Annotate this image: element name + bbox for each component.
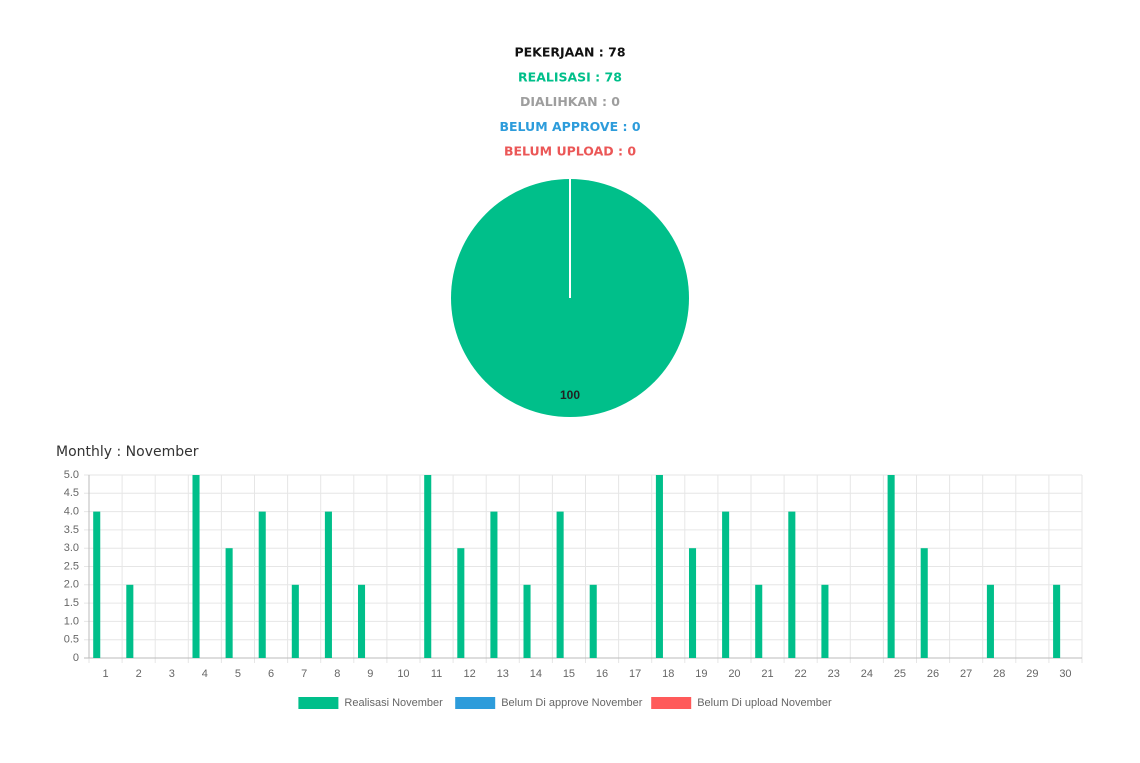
- bar: [821, 584, 829, 658]
- x-tick-label: 29: [1026, 668, 1038, 680]
- x-tick-label: 7: [301, 668, 307, 680]
- y-tick-label: 0: [73, 652, 79, 664]
- x-tick-label: 24: [861, 668, 873, 680]
- x-tick-label: 19: [695, 668, 707, 680]
- legend-swatch: [298, 697, 339, 709]
- bar: [986, 584, 994, 658]
- x-tick-label: 23: [828, 668, 840, 680]
- x-tick-label: 6: [268, 668, 274, 680]
- x-tick-label: 8: [334, 668, 340, 680]
- summary-line: BELUM APPROVE : 0: [499, 119, 640, 134]
- x-tick-label: 14: [530, 668, 542, 680]
- x-tick-label: 4: [202, 668, 208, 680]
- x-tick-label: 2: [136, 668, 142, 680]
- x-tick-label: 10: [397, 668, 409, 680]
- y-tick-label: 4.0: [64, 506, 79, 518]
- bar: [357, 584, 366, 658]
- legend-label: Belum Di approve November: [501, 697, 643, 709]
- x-tick-label: 18: [662, 668, 674, 680]
- summary-line: BELUM UPLOAD : 0: [504, 144, 636, 159]
- bar: [126, 584, 134, 658]
- bar: [490, 511, 498, 658]
- bar: [589, 584, 597, 658]
- bar: [192, 475, 200, 658]
- x-tick-label: 1: [102, 668, 108, 680]
- y-tick-label: 0.5: [64, 634, 79, 646]
- bar: [887, 475, 895, 658]
- x-tick-label: 28: [993, 668, 1005, 680]
- bar: [788, 511, 796, 658]
- y-tick-label: 2.0: [64, 579, 79, 591]
- summary-line: REALISASI : 78: [518, 69, 622, 84]
- x-tick-label: 22: [795, 668, 807, 680]
- bar: [722, 511, 730, 658]
- y-tick-label: 1.5: [64, 597, 79, 609]
- bar: [258, 511, 266, 658]
- y-tick-label: 1.0: [64, 615, 79, 627]
- x-tick-label: 20: [728, 668, 740, 680]
- pie-label: 100: [560, 388, 580, 402]
- x-tick-label: 25: [894, 668, 906, 680]
- x-tick-label: 15: [563, 668, 575, 680]
- legend-label: Belum Di upload November: [697, 697, 832, 709]
- bar: [755, 584, 763, 658]
- x-tick-label: 11: [431, 668, 442, 680]
- y-tick-label: 3.5: [64, 524, 79, 536]
- bar: [556, 511, 564, 658]
- y-tick-label: 5.0: [64, 469, 79, 481]
- legend-swatch: [651, 697, 692, 709]
- x-tick-label: 16: [596, 668, 608, 680]
- bar: [1053, 584, 1061, 658]
- x-tick-label: 17: [629, 668, 641, 680]
- y-tick-label: 4.5: [64, 487, 79, 499]
- x-tick-label: 27: [960, 668, 972, 680]
- y-tick-label: 3.0: [64, 542, 79, 554]
- summary-line: PEKERJAAN : 78: [514, 45, 625, 60]
- x-tick-label: 13: [497, 668, 509, 680]
- bar: [324, 511, 332, 658]
- bar-title: Monthly : November: [56, 444, 199, 460]
- bar: [655, 475, 663, 658]
- x-tick-label: 30: [1059, 668, 1071, 680]
- bar: [688, 548, 697, 658]
- bar: [457, 548, 465, 658]
- x-tick-label: 12: [464, 668, 476, 680]
- bar: [523, 584, 531, 658]
- x-tick-label: 5: [235, 668, 241, 680]
- legend-label: Realisasi November: [344, 697, 443, 709]
- legend-swatch: [455, 697, 496, 709]
- bar: [920, 548, 928, 658]
- bar: [424, 475, 432, 658]
- x-tick-label: 26: [927, 668, 939, 680]
- x-tick-label: 3: [169, 668, 175, 680]
- bar: [93, 511, 101, 658]
- x-tick-label: 9: [367, 668, 373, 680]
- bar: [291, 584, 299, 658]
- y-tick-label: 2.5: [64, 560, 79, 572]
- summary-line: DIALIHKAN : 0: [520, 94, 620, 109]
- x-tick-label: 21: [761, 668, 773, 680]
- bar: [225, 548, 233, 658]
